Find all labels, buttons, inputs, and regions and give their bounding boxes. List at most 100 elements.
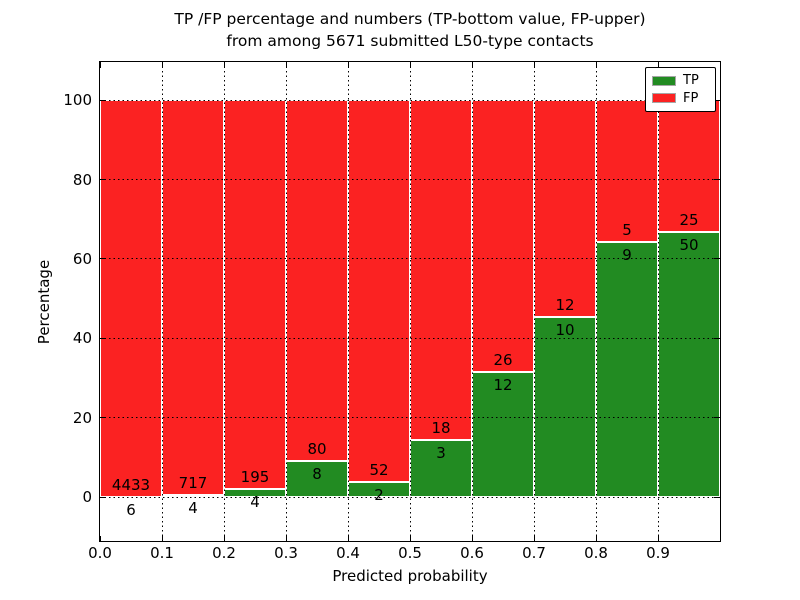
gridline-vertical xyxy=(161,62,163,542)
gridline-horizontal xyxy=(100,99,720,101)
x-tick-mark xyxy=(347,536,349,542)
x-tick-label: 0.9 xyxy=(646,544,670,562)
bar-segment-fp xyxy=(410,100,472,441)
x-tick-label: 0.2 xyxy=(212,544,236,562)
x-tick-label: 0.1 xyxy=(150,544,174,562)
fp-value-label: 25 xyxy=(679,211,699,230)
y-tick-mark-right xyxy=(714,179,720,181)
x-tick-mark xyxy=(595,536,597,542)
y-tick-label: 80 xyxy=(72,170,92,189)
tp-value-label: 8 xyxy=(312,465,322,484)
x-tick-mark xyxy=(533,536,535,542)
chart-title: TP /FP percentage and numbers (TP-bottom… xyxy=(100,8,720,52)
x-tick-mark-top xyxy=(595,62,597,68)
x-tick-label: 0.5 xyxy=(398,544,422,562)
y-tick-mark xyxy=(100,496,106,498)
x-tick-mark-top xyxy=(719,62,721,68)
y-tick-mark-right xyxy=(714,99,720,101)
bar-segment-fp xyxy=(596,100,658,242)
bar-segment-fp xyxy=(472,100,534,372)
gridline-vertical xyxy=(285,62,287,542)
x-tick-mark xyxy=(161,536,163,542)
x-tick-mark xyxy=(223,536,225,542)
x-tick-label: 0.6 xyxy=(460,544,484,562)
bar-segment-fp xyxy=(100,100,162,497)
y-tick-mark xyxy=(100,179,106,181)
y-tick-mark xyxy=(100,99,106,101)
fp-value-label: 26 xyxy=(493,350,513,369)
chart-title-line1: TP /FP percentage and numbers (TP-bottom… xyxy=(174,10,646,28)
gridline-vertical xyxy=(595,62,597,542)
fp-value-label: 717 xyxy=(178,473,208,492)
x-tick-mark-top xyxy=(533,62,535,68)
fp-value-label: 4433 xyxy=(111,475,151,494)
y-tick-label: 40 xyxy=(72,329,92,348)
tp-value-label: 6 xyxy=(126,500,136,519)
tp-value-label: 4 xyxy=(188,498,198,517)
bar-segment-tp xyxy=(534,316,596,498)
gridline-horizontal xyxy=(100,496,720,498)
y-tick-mark-right xyxy=(714,258,720,260)
gridline-horizontal xyxy=(100,258,720,260)
y-tick-label: 0 xyxy=(82,488,92,507)
legend-label-tp: TP xyxy=(683,73,699,89)
y-tick-mark-right xyxy=(714,337,720,339)
gridline-horizontal xyxy=(100,337,720,339)
bar-segment-fp xyxy=(162,100,224,495)
gridline-vertical xyxy=(409,62,411,542)
y-tick-label: 60 xyxy=(72,249,92,268)
fp-value-label: 80 xyxy=(307,440,327,459)
bar-segment-fp xyxy=(658,100,720,233)
gridline-vertical xyxy=(533,62,535,542)
gridline-vertical xyxy=(347,62,349,542)
legend-item-tp: TP xyxy=(652,73,708,89)
gridline-horizontal xyxy=(100,179,720,181)
x-tick-mark-top xyxy=(409,62,411,68)
x-tick-label: 0.7 xyxy=(522,544,546,562)
x-tick-mark xyxy=(657,536,659,542)
x-tick-mark-top xyxy=(99,62,101,68)
x-tick-label: 0.0 xyxy=(88,544,112,562)
x-tick-label: 0.4 xyxy=(336,544,360,562)
tp-swatch-icon xyxy=(652,75,676,86)
x-tick-mark-top xyxy=(161,62,163,68)
legend-label-fp: FP xyxy=(683,90,699,106)
tp-value-label: 3 xyxy=(436,444,446,463)
x-tick-mark xyxy=(471,536,473,542)
gridline-vertical xyxy=(471,62,473,542)
fp-value-label: 5 xyxy=(622,220,632,239)
fp-value-label: 195 xyxy=(240,468,270,487)
x-tick-mark-top xyxy=(347,62,349,68)
gridline-horizontal xyxy=(100,417,720,419)
tp-value-label: 50 xyxy=(679,236,699,255)
gridline-vertical xyxy=(657,62,659,542)
y-tick-mark-right xyxy=(714,496,720,498)
x-tick-label: 0.3 xyxy=(274,544,298,562)
bar-segment-fp xyxy=(534,100,596,317)
x-tick-mark-top xyxy=(471,62,473,68)
bar-segment-tp xyxy=(658,232,720,498)
bar-segment-fp xyxy=(348,100,410,483)
tp-value-label: 9 xyxy=(622,245,632,264)
x-tick-mark xyxy=(99,536,101,542)
fp-value-label: 12 xyxy=(555,295,575,314)
x-tick-mark-top xyxy=(223,62,225,68)
x-tick-mark-top xyxy=(657,62,659,68)
x-tick-label: 0.8 xyxy=(584,544,608,562)
bar-segment-fp xyxy=(224,100,286,490)
bar-segment-fp xyxy=(286,100,348,462)
fp-value-label: 18 xyxy=(431,419,451,438)
gridline-vertical xyxy=(223,62,225,542)
chart-title-line2: from among 5671 submitted L50-type conta… xyxy=(226,32,594,50)
y-tick-label: 20 xyxy=(72,408,92,427)
tp-value-label: 4 xyxy=(250,493,260,512)
x-tick-mark xyxy=(409,536,411,542)
y-tick-mark-right xyxy=(714,417,720,419)
fp-swatch-icon xyxy=(652,93,676,104)
tp-value-label: 2 xyxy=(374,486,384,505)
fp-value-label: 52 xyxy=(369,461,389,480)
legend: TP FP xyxy=(645,67,716,112)
x-axis-label: Predicted probability xyxy=(332,567,488,585)
x-tick-mark-top xyxy=(285,62,287,68)
